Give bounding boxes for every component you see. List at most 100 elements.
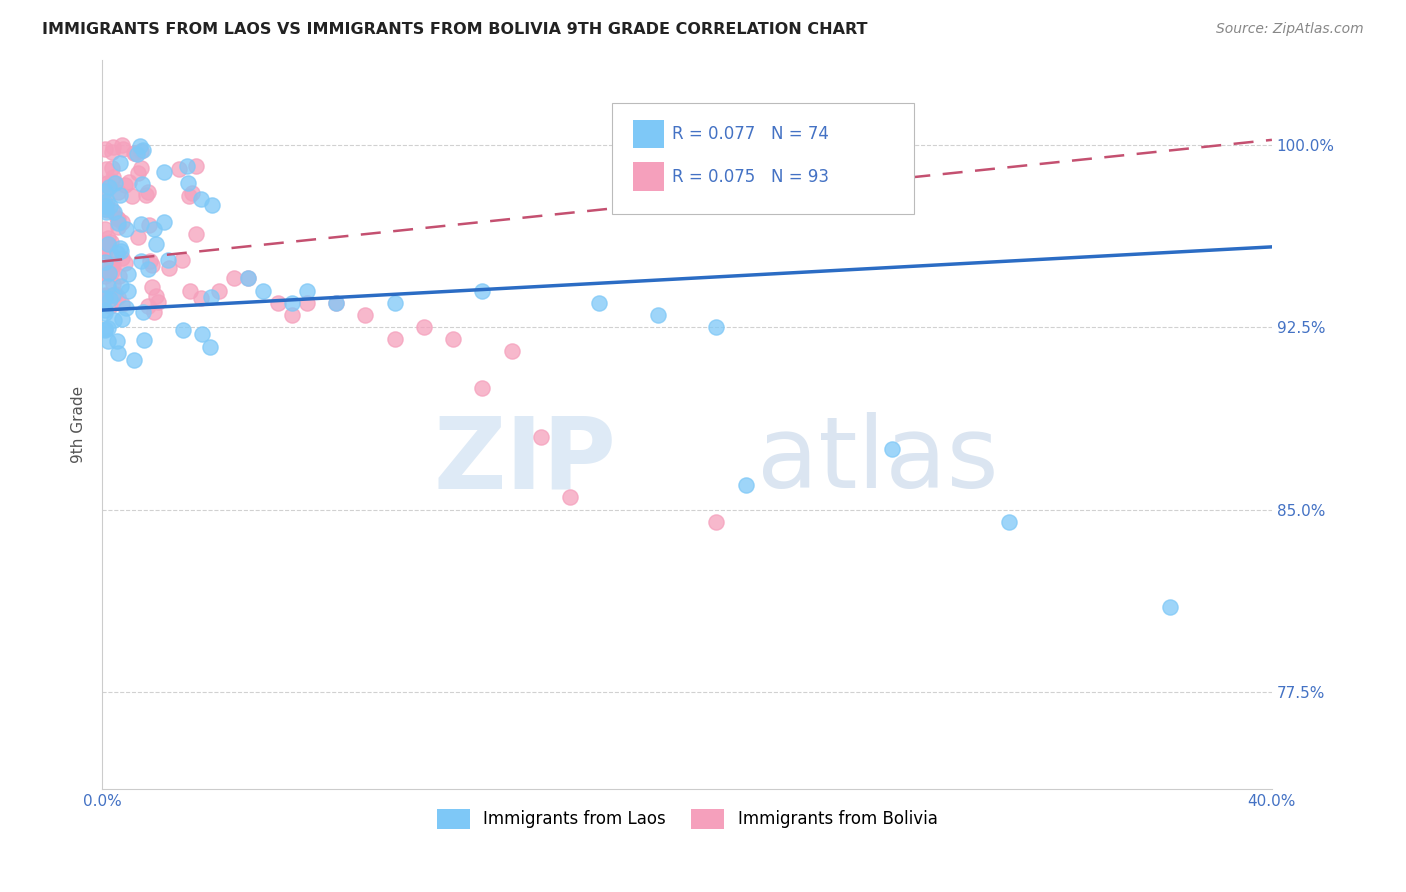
Point — [143, 222, 166, 236]
Point — [94, 199, 117, 213]
Point — [103, 204, 125, 219]
Point — [114, 256, 136, 270]
Point — [129, 144, 152, 158]
Point — [136, 261, 159, 276]
Point — [588, 295, 610, 310]
Point — [110, 279, 132, 293]
Point — [97, 230, 120, 244]
Point — [135, 187, 157, 202]
Point — [94, 184, 117, 198]
Point — [295, 295, 318, 310]
Point — [98, 238, 121, 252]
Point — [125, 147, 148, 161]
Point — [141, 279, 163, 293]
Point — [530, 429, 553, 443]
Point — [112, 142, 135, 156]
Point — [94, 222, 117, 236]
Point — [141, 258, 163, 272]
Point — [100, 235, 122, 249]
Point — [704, 320, 727, 334]
Point — [94, 321, 117, 335]
Point — [201, 198, 224, 212]
Point — [101, 264, 124, 278]
Text: R = 0.077   N = 74: R = 0.077 N = 74 — [672, 125, 830, 143]
Point — [997, 515, 1019, 529]
Point — [134, 333, 156, 347]
Point — [100, 257, 122, 271]
Point — [111, 311, 134, 326]
Point — [131, 253, 153, 268]
Point — [127, 166, 149, 180]
Point — [238, 271, 260, 285]
Point — [138, 218, 160, 232]
Point — [471, 284, 494, 298]
Point — [129, 138, 152, 153]
Point — [107, 346, 129, 360]
Text: Source: ZipAtlas.com: Source: ZipAtlas.com — [1216, 22, 1364, 37]
Point — [880, 442, 903, 456]
Point — [98, 199, 121, 213]
Point — [191, 327, 214, 342]
Point — [111, 251, 134, 265]
Point — [176, 176, 198, 190]
Point — [105, 211, 128, 225]
Point — [124, 146, 146, 161]
Point — [110, 297, 132, 311]
Point — [295, 284, 318, 298]
Point — [145, 237, 167, 252]
Point — [222, 271, 245, 285]
Point — [647, 308, 669, 322]
Point — [176, 159, 198, 173]
Point — [471, 381, 494, 395]
Point — [138, 299, 160, 313]
Point — [110, 244, 132, 258]
Point — [94, 288, 117, 302]
Point — [132, 143, 155, 157]
Point — [143, 305, 166, 319]
Point — [131, 177, 153, 191]
Point — [100, 145, 122, 159]
Point — [157, 260, 180, 275]
Point — [127, 229, 149, 244]
Point — [129, 217, 152, 231]
Point — [704, 515, 727, 529]
Point — [96, 203, 118, 218]
Point — [107, 290, 129, 304]
Point — [94, 303, 117, 318]
Point — [108, 155, 131, 169]
Point — [100, 202, 122, 217]
Point — [325, 295, 347, 310]
Point — [101, 174, 124, 188]
Point — [103, 258, 125, 272]
Point — [94, 238, 117, 252]
Point — [179, 189, 201, 203]
Point — [238, 271, 260, 285]
Point — [97, 321, 120, 335]
Point — [115, 222, 138, 236]
Point — [117, 267, 139, 281]
Point — [103, 288, 125, 302]
Point — [146, 295, 169, 310]
Point — [94, 241, 117, 255]
Point — [156, 252, 179, 267]
Point — [117, 284, 139, 298]
Point — [167, 162, 190, 177]
Point — [101, 170, 124, 185]
Point — [107, 268, 129, 283]
Point — [110, 188, 132, 202]
Point — [153, 215, 176, 229]
Point — [94, 266, 117, 280]
Point — [107, 186, 129, 200]
Point — [111, 137, 134, 152]
Point — [97, 279, 120, 293]
Point — [124, 353, 146, 368]
Point — [94, 244, 117, 258]
Point — [94, 142, 117, 156]
Point — [281, 295, 304, 310]
Point — [94, 289, 117, 303]
Point — [145, 289, 167, 303]
Legend: Immigrants from Laos, Immigrants from Bolivia: Immigrants from Laos, Immigrants from Bo… — [430, 802, 945, 836]
Point — [104, 176, 127, 190]
Point — [325, 295, 347, 310]
Point — [101, 161, 124, 176]
